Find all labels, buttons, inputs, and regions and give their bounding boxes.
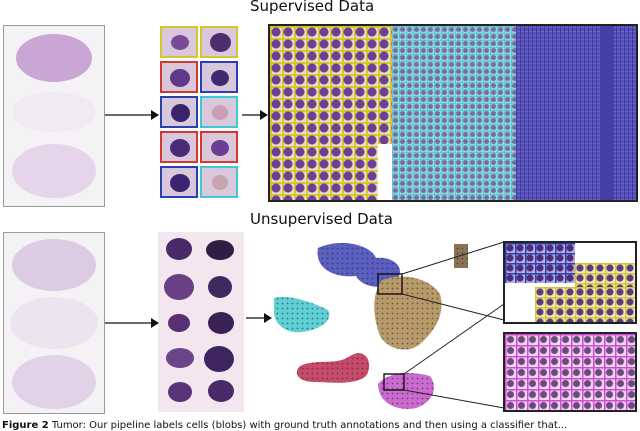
cell-tile — [200, 166, 238, 198]
unsupervised-title: Unsupervised Data — [250, 210, 393, 228]
figure-caption: Figure 2 Tumor: Our pipeline labels cell… — [2, 420, 567, 431]
arrow-slide-to-tiles — [105, 110, 159, 120]
arrow-slide-to-cells — [105, 318, 159, 328]
cluster-tan — [374, 276, 442, 350]
cluster-map — [274, 243, 468, 409]
cluster-red — [296, 353, 370, 383]
zoom-panel-bottom — [503, 332, 637, 412]
cell-tile — [200, 96, 238, 128]
zoom-box-top — [377, 273, 403, 295]
yellow-labelled-cells-upper — [575, 263, 635, 287]
supervised-title: Supervised Data — [250, 0, 375, 15]
cell-tile — [160, 131, 198, 163]
blue-grid-band — [600, 26, 614, 200]
supervised-labelled-grid-panel — [268, 24, 638, 202]
cell-tile — [200, 26, 238, 58]
grid-notch — [378, 144, 392, 200]
cell-tile — [160, 96, 198, 128]
blue-labelled-grid — [516, 26, 636, 200]
yellow-labelled-grid — [270, 26, 392, 200]
caption-label: Figure 2 — [2, 420, 49, 431]
cell-tile — [160, 166, 198, 198]
zoom-box-bottom — [383, 373, 405, 391]
arrow-tiles-to-grid — [242, 110, 268, 120]
cell-tile — [200, 131, 238, 163]
cell-tile — [160, 61, 198, 93]
cell-tile — [160, 26, 198, 58]
tissue-core-3 — [12, 355, 96, 409]
cluster-blue — [317, 243, 400, 287]
tissue-core-1 — [12, 239, 96, 291]
zoom-panel-top — [503, 241, 637, 324]
tissue-core-2 — [12, 92, 96, 132]
tissue-core-2 — [10, 297, 98, 349]
unsupervised-cell-tiles — [158, 232, 244, 412]
arrow-cells-to-clusters — [246, 313, 272, 323]
unsupervised-slide-image — [3, 232, 105, 414]
caption-text: Tumor: Our pipeline labels cells (blobs)… — [51, 420, 568, 431]
cell-tile — [200, 61, 238, 93]
cyan-labelled-grid — [392, 26, 516, 200]
yellow-labelled-cells-lower — [535, 287, 635, 322]
tissue-core-1 — [16, 34, 92, 82]
blue-labelled-cells — [505, 243, 575, 283]
tissue-core-3 — [12, 144, 96, 198]
supervised-slide-image — [3, 25, 105, 207]
supervised-cell-tiles — [158, 24, 240, 200]
cluster-cyan — [274, 296, 330, 333]
zoom-connectors — [401, 241, 505, 409]
cluster-magenta — [378, 373, 434, 409]
